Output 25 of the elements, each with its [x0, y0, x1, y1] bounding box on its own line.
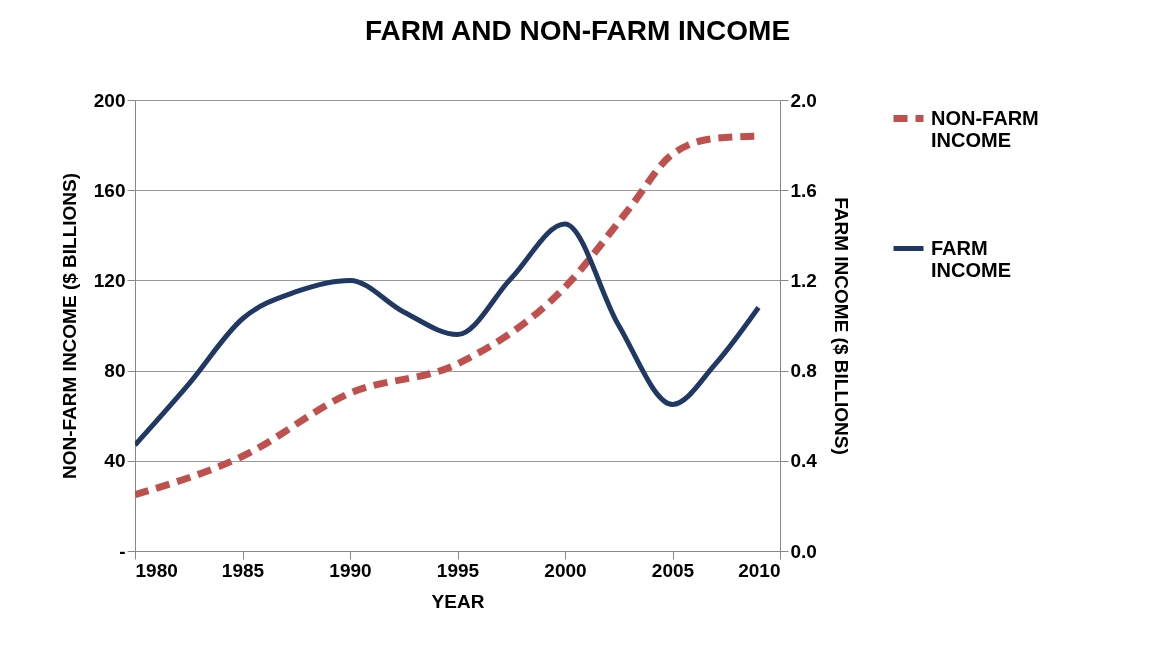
y2-tick-label: 0.0 [790, 540, 817, 562]
y-tick-label: 120 [93, 269, 126, 291]
y2-tick-label: 1.2 [790, 269, 817, 291]
x-tick-label: 1995 [436, 559, 480, 581]
y2-tick-label: 2.0 [790, 89, 817, 111]
x-tick-label: 2010 [738, 559, 781, 581]
x-tick-label: 1985 [221, 559, 265, 581]
y-tick-label: 80 [104, 360, 126, 382]
y-axis-title: NON-FARM INCOME ($ BILLIONS) [58, 172, 80, 480]
y2-tick-label: 0.8 [790, 360, 817, 382]
y2-axis-title: FARM INCOME ($ BILLIONS) [830, 197, 852, 455]
x-tick-label: 2005 [651, 559, 695, 581]
legend-label: FARM INCOME [931, 236, 1011, 281]
x-axis-title: YEAR [431, 590, 485, 612]
y-tick-label: 40 [104, 450, 126, 472]
chart-title: FARM AND NON-FARM INCOME [364, 15, 791, 46]
y-tick-label: - [119, 540, 126, 562]
x-tick-label: 2000 [544, 559, 587, 581]
y2-tick-label: 1.6 [790, 179, 817, 201]
x-tick-label: 1990 [329, 559, 372, 581]
y2-tick-label: 0.4 [790, 450, 818, 472]
y-tick-label: 160 [93, 179, 126, 201]
legend-label: NON-FARM INCOME [931, 106, 1039, 151]
y-tick-label: 200 [93, 89, 126, 111]
x-tick-label: 1980 [135, 559, 178, 581]
